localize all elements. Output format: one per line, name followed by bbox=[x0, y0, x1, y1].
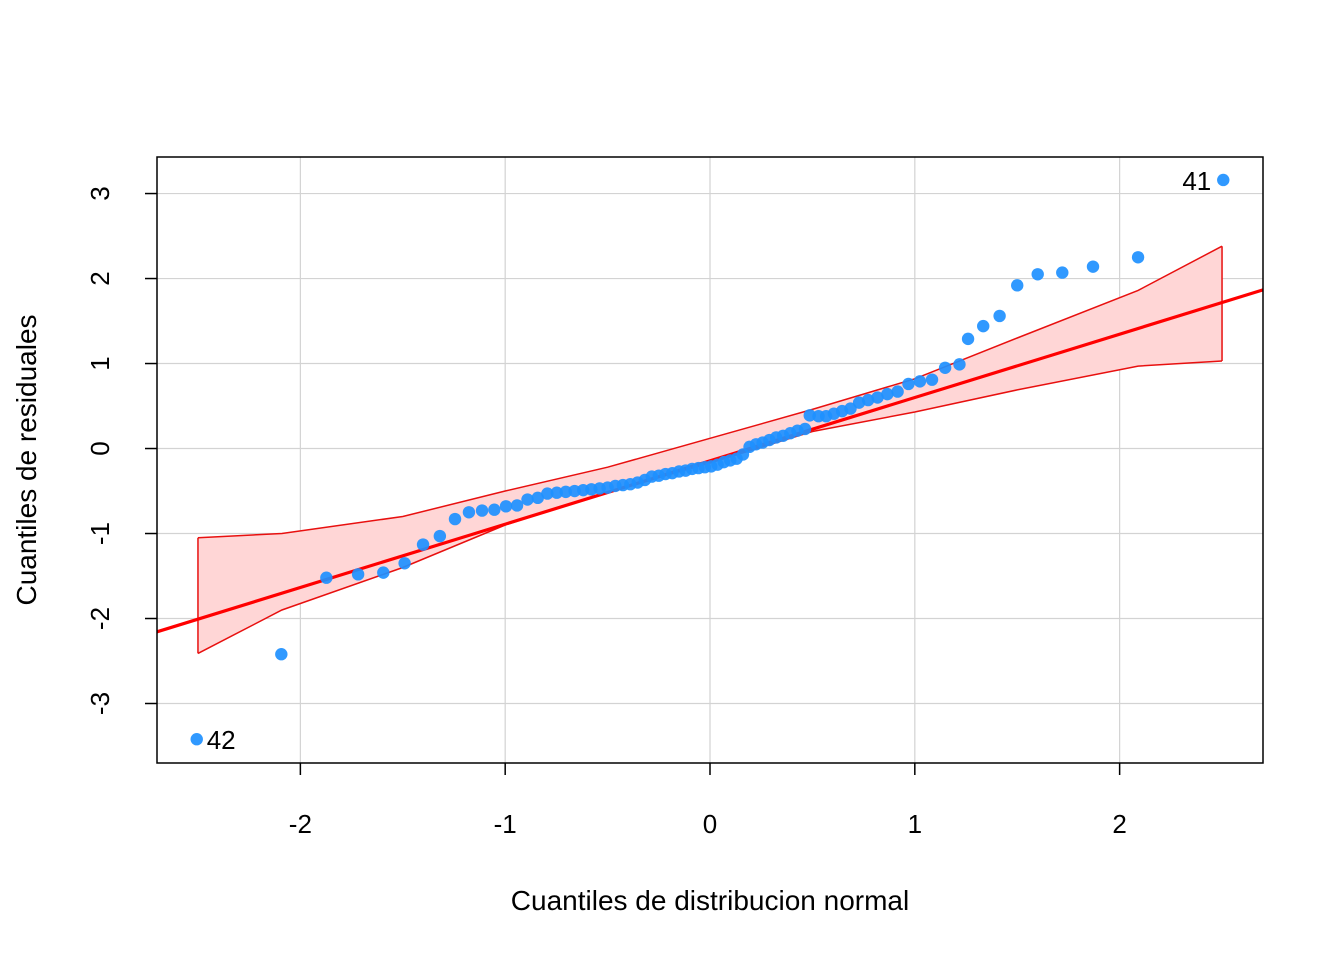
data-point bbox=[1056, 266, 1068, 278]
x-tick-label: -2 bbox=[289, 809, 312, 839]
data-point bbox=[511, 499, 523, 511]
data-point bbox=[1132, 251, 1144, 263]
data-point bbox=[377, 566, 389, 578]
data-point bbox=[939, 362, 951, 374]
y-tick-label: -1 bbox=[85, 522, 115, 545]
data-point bbox=[1087, 260, 1099, 272]
y-tick-label: 0 bbox=[85, 441, 115, 455]
data-point bbox=[449, 513, 461, 525]
axes: -2 -1 0 1 2 -3 -2 -1 0 1 2 3 bbox=[85, 186, 1127, 839]
data-point bbox=[352, 568, 364, 580]
data-point bbox=[962, 333, 974, 345]
x-tick-label: 0 bbox=[703, 809, 717, 839]
data-point bbox=[275, 648, 287, 660]
x-tick-label: 2 bbox=[1112, 809, 1126, 839]
x-tick-label: 1 bbox=[908, 809, 922, 839]
y-tick-label: 3 bbox=[85, 186, 115, 200]
y-tick-label: -3 bbox=[85, 692, 115, 715]
data-point bbox=[953, 358, 965, 370]
y-tick-label: 1 bbox=[85, 356, 115, 370]
y-tick-label: -2 bbox=[85, 607, 115, 630]
data-point bbox=[500, 500, 512, 512]
data-point bbox=[417, 538, 429, 550]
data-point bbox=[398, 557, 410, 569]
data-point bbox=[902, 378, 914, 390]
data-point bbox=[993, 310, 1005, 322]
x-axis-title: Cuantiles de distribucion normal bbox=[511, 885, 909, 916]
data-point bbox=[1032, 268, 1044, 280]
y-axis-title: Cuantiles de residuales bbox=[11, 314, 42, 605]
data-point bbox=[977, 320, 989, 332]
data-point bbox=[476, 504, 488, 516]
data-point bbox=[320, 572, 332, 584]
data-point bbox=[191, 733, 203, 745]
data-point bbox=[914, 375, 926, 387]
x-tick-label: -1 bbox=[494, 809, 517, 839]
data-point bbox=[1011, 279, 1023, 291]
data-point bbox=[434, 530, 446, 542]
y-tick-label: 2 bbox=[85, 271, 115, 285]
data-point bbox=[488, 504, 500, 516]
data-point bbox=[1217, 174, 1229, 186]
data-point bbox=[463, 506, 475, 518]
data-point bbox=[891, 385, 903, 397]
data-point bbox=[926, 373, 938, 385]
data-point bbox=[799, 423, 811, 435]
point-label: 41 bbox=[1182, 166, 1211, 196]
point-label: 42 bbox=[207, 725, 236, 755]
